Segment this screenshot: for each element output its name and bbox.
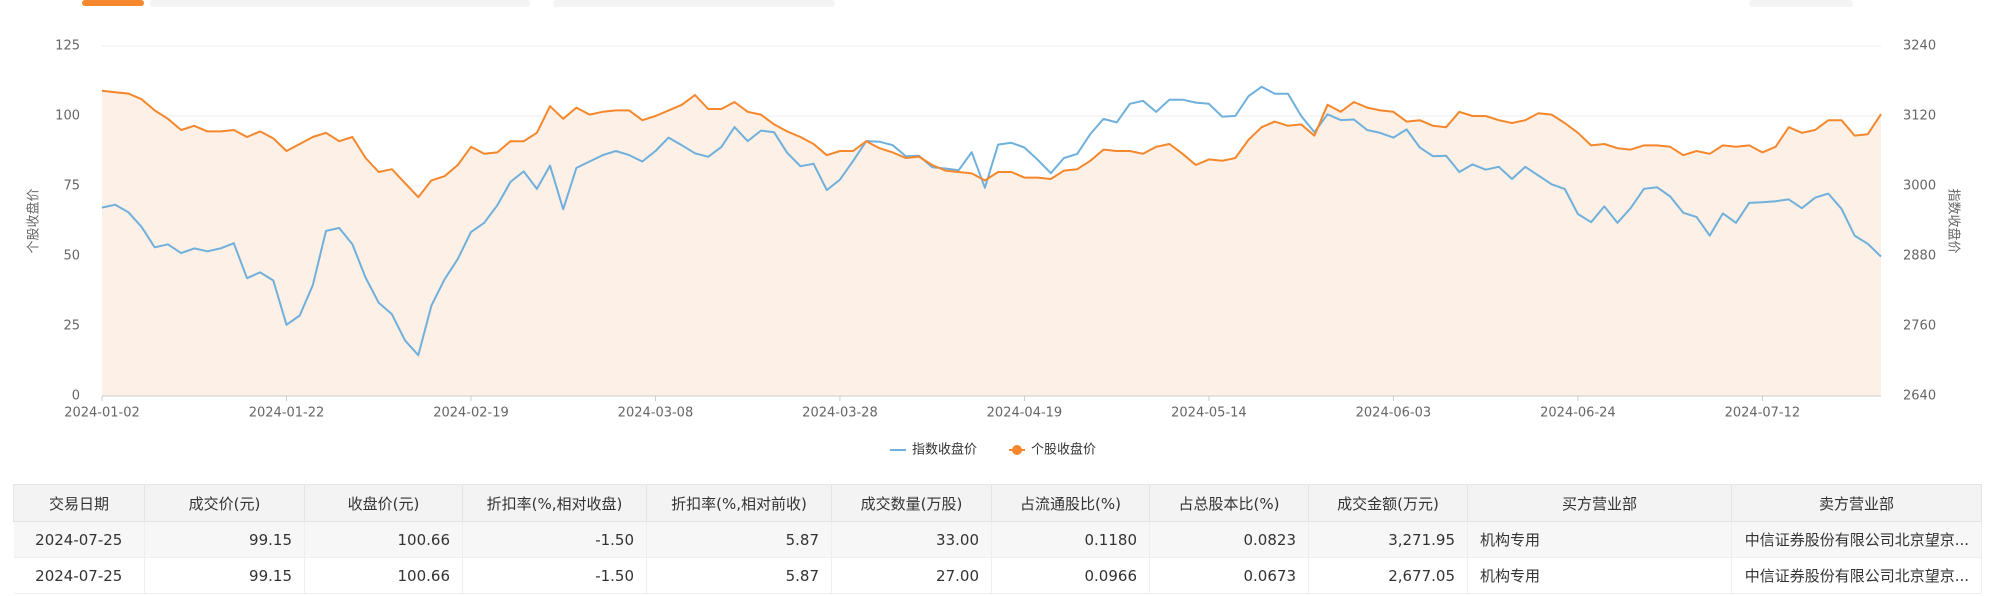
table-cell: 2,677.05 [1308,557,1468,594]
table-cell: 机构专用 [1467,521,1732,558]
table-cell: 0.0966 [991,557,1150,594]
x-tick-label: 2024-03-08 [618,406,694,421]
table-cell: 100.66 [304,521,463,558]
x-tick-label: 2024-04-19 [987,406,1063,421]
column-header: 卖方营业部 [1731,484,1982,522]
legend-marker [1012,445,1022,455]
x-tick-label: 2024-06-24 [1540,406,1616,421]
table-cell: -1.50 [462,521,647,558]
table-cell: 0.0673 [1149,557,1309,594]
column-header: 成交金额(万元) [1308,484,1468,522]
table-cell: 0.1180 [991,521,1150,558]
series-line [101,85,1882,357]
active-tab[interactable] [82,0,144,6]
series-line [101,89,1882,199]
x-tick-label: 2024-01-02 [64,406,140,421]
legend-label: 指数收盘价 [912,442,977,458]
column-header: 成交数量(万股) [831,484,992,522]
table-cell: 100.66 [304,557,463,594]
x-tick-label: 2024-02-19 [433,406,509,421]
column-header: 折扣率(%,相对收盘) [462,484,647,522]
x-tick-label: 2024-05-14 [1171,406,1247,421]
table-cell: 机构专用 [1467,557,1732,594]
column-header: 占总股本比(%) [1149,484,1309,522]
x-tick-label: 2024-01-22 [249,406,325,421]
chart: 个股收盘价 指数收盘价 0 25 50 75 100 125 2640 2760 2880 300… [26,0,1962,458]
y-axis-title: 个股收盘价 [26,188,42,253]
x-tick-label: 2024-07-12 [1725,406,1801,421]
header-row: 交易日期 成交价(元) 收盘价(元) 折扣率(%,相对收盘) 折扣率(%,相对前收) 成交… [13,484,1982,522]
column-header: 买方营业部 [1467,484,1732,522]
y2-tick-label: 3240 [1903,39,1936,54]
column-header: 折扣率(%,相对前收) [646,484,832,522]
table-cell: 2024-07-25 [13,521,145,558]
trade-table: 交易日期 成交价(元) 收盘价(元) 折扣率(%,相对收盘) 折扣率(%,相对前收) 成交… [13,484,1982,594]
tab[interactable] [150,0,530,7]
y-tick-label: 75 [63,179,80,194]
table-cell: 5.87 [646,557,832,594]
y2-tick-label: 3120 [1903,109,1936,124]
y-tick-label: 0 [72,389,80,404]
x-tick-label: 2024-03-28 [802,406,878,421]
table-cell: 99.15 [144,557,305,594]
y2-tick-label: 2640 [1903,389,1936,404]
y-tick-label: 125 [55,39,80,54]
table-cell: 2024-07-25 [13,557,145,594]
y-tick-label: 50 [63,249,80,264]
column-header: 成交价(元) [144,484,305,522]
table-cell: 27.00 [831,557,992,594]
series-area [102,90,1881,397]
column-header: 交易日期 [13,484,145,522]
table-cell: 中信证券股份有限公司北京望京... [1731,557,1982,594]
table-cell: 33.00 [831,521,992,558]
table-row: 2024-07-25 99.15 100.66 -1.50 5.87 33.00 0.118… [13,521,1982,558]
table-cell: 99.15 [144,521,305,558]
table-cell: 5.87 [646,521,832,558]
button[interactable] [1749,0,1853,7]
y-tick-label: 100 [55,109,80,124]
column-header: 占流通股比(%) [991,484,1150,522]
y-tick-label: 25 [63,319,80,334]
legend-label: 个股收盘价 [1031,442,1096,458]
table-row: 2024-07-25 99.15 100.66 -1.50 5.87 27.00 0.096… [13,557,1982,594]
table-cell: 中信证券股份有限公司北京望京... [1731,521,1982,558]
column-header: 收盘价(元) [304,484,463,522]
tab[interactable] [553,0,835,7]
table-cell: -1.50 [462,557,647,594]
table-cell: 0.0823 [1149,521,1309,558]
x-tick-label: 2024-06-03 [1356,406,1432,421]
table-cell: 3,271.95 [1308,521,1468,558]
y2-tick-label: 2880 [1903,249,1936,264]
y2-tick-label: 3000 [1903,179,1936,194]
y2-axis-title: 指数收盘价 [1946,188,1962,253]
y2-tick-label: 2760 [1903,319,1936,334]
